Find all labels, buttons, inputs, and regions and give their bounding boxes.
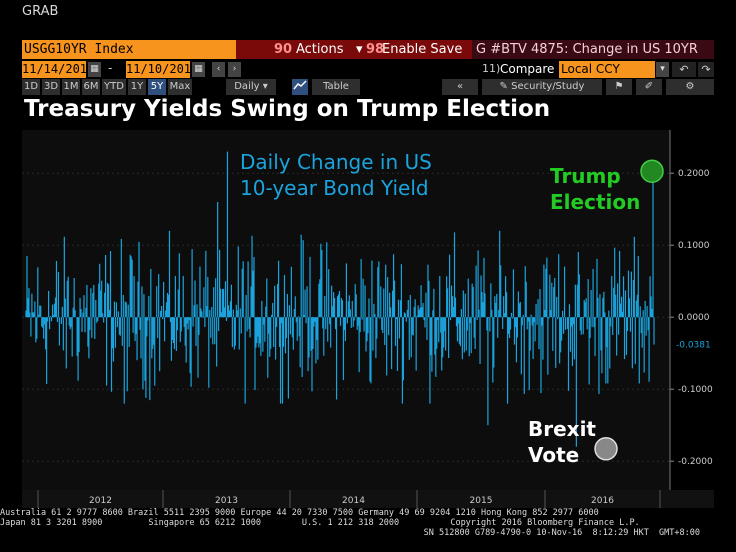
chevron-down-icon[interactable]: ▾ [656, 62, 669, 77]
collapse-icon[interactable]: « [442, 79, 478, 95]
pen-icon: ✎ [499, 81, 508, 92]
period-button-ytd[interactable]: YTD [102, 79, 126, 95]
security-study-button[interactable]: ✎ Security/Study [482, 79, 602, 95]
compare-num: 11) [482, 62, 501, 75]
flag-icon[interactable]: ⚑ [606, 79, 632, 95]
brexit-marker [594, 437, 618, 461]
y-tick-label: -0.2000 [678, 457, 713, 467]
x-tick-label: 2012 [89, 496, 112, 506]
frequency-label: Daily [234, 81, 260, 92]
footer-contacts-1: Australia 61 2 9777 8600 Brazil 5511 239… [0, 508, 599, 518]
frequency-select[interactable]: Daily ▾ [226, 79, 276, 95]
chart-subtitle-line2: 10-year Bond Yield [240, 176, 429, 200]
actions-dropdown-icon[interactable]: ▾ [356, 42, 363, 57]
panel-title: G #BTV 4875: Change in US 10YR [472, 40, 714, 59]
end-date-input[interactable]: 11/10/201 [126, 61, 192, 78]
y-tick-label: -0.1000 [678, 385, 713, 395]
command-bar: USGG10YR Index 90 Actions ▾ 98 Enable Sa… [22, 40, 714, 59]
line-chart-icon[interactable] [292, 79, 308, 95]
actions-code: 90 [274, 42, 293, 57]
actions-group: 90 Actions ▾ 98 Enable Save [236, 40, 472, 59]
last-value-label: -0.0381 [676, 341, 711, 351]
table-label: Table [323, 81, 349, 92]
ticker-field[interactable]: USGG10YR Index [22, 40, 236, 59]
brexit-label-line1: Brexit [528, 417, 596, 441]
compare-button[interactable]: Compare [500, 62, 555, 76]
trump-label-line1: Trump [550, 164, 621, 188]
period-button-6m[interactable]: 6M [82, 79, 100, 95]
chart-subtitle-line1: Daily Change in US [240, 150, 432, 174]
x-tick-label: 2015 [470, 496, 493, 506]
edit-icon[interactable]: ✐ [636, 79, 662, 95]
period-button-1y[interactable]: 1Y [128, 79, 146, 95]
enable-save-button[interactable]: Enable Save [382, 42, 463, 57]
period-button-3d[interactable]: 3D [42, 79, 60, 95]
x-tick-label: 2013 [215, 496, 238, 506]
redo-icon[interactable]: ↷ [698, 62, 714, 77]
x-tick-label: 2014 [342, 496, 365, 506]
chart-title: Treasury Yields Swing on Trump Election [24, 96, 551, 122]
y-tick-label: 0.0000 [678, 313, 710, 323]
footer-serial: SN 512800 G789-4790-0 10-Nov-16 8:12:29 … [423, 528, 700, 538]
table-button[interactable]: Table [312, 79, 360, 95]
period-button-1m[interactable]: 1M [62, 79, 80, 95]
period-button-1d[interactable]: 1D [22, 79, 40, 95]
next-range-icon[interactable]: › [228, 62, 241, 77]
x-axis-band [22, 490, 714, 508]
prev-range-icon[interactable]: ‹ [212, 62, 225, 77]
trump-marker [640, 159, 664, 183]
y-tick-label: 0.1000 [678, 241, 710, 251]
brexit-label-line2: Vote [528, 443, 579, 467]
footer-contacts-2: Japan 81 3 3201 8900 Singapore 65 6212 1… [0, 518, 640, 528]
x-tick-label: 2016 [591, 496, 614, 506]
last-value-badge [672, 337, 716, 352]
gear-icon[interactable]: ⚙ [666, 79, 714, 95]
grab-label: GRAB [22, 4, 59, 19]
range-separator: - [108, 61, 113, 75]
period-bar: Daily ▾ Table « ✎ Security/Study ⚑ ✐ ⚙ 1… [22, 79, 714, 95]
trump-label-line2: Election [550, 190, 640, 214]
enable-save-code: 98 [366, 42, 385, 57]
actions-button[interactable]: Actions [296, 42, 344, 57]
currency-select[interactable]: Local CCY [559, 61, 655, 78]
undo-icon[interactable]: ↶ [672, 62, 696, 77]
start-date-input[interactable]: 11/14/201 [22, 61, 88, 78]
calendar-icon[interactable]: ▦ [88, 62, 101, 77]
y-tick-label: 0.2000 [678, 169, 710, 179]
calendar-icon[interactable]: ▦ [192, 62, 205, 77]
period-button-5y[interactable]: 5Y [148, 79, 166, 95]
security-study-label: Security/Study [511, 81, 585, 92]
date-range-bar: 11/14/201 ▦ - 11/10/201 ▦ ‹ › 11) Compar… [22, 61, 714, 78]
period-button-max[interactable]: Max [168, 79, 192, 95]
